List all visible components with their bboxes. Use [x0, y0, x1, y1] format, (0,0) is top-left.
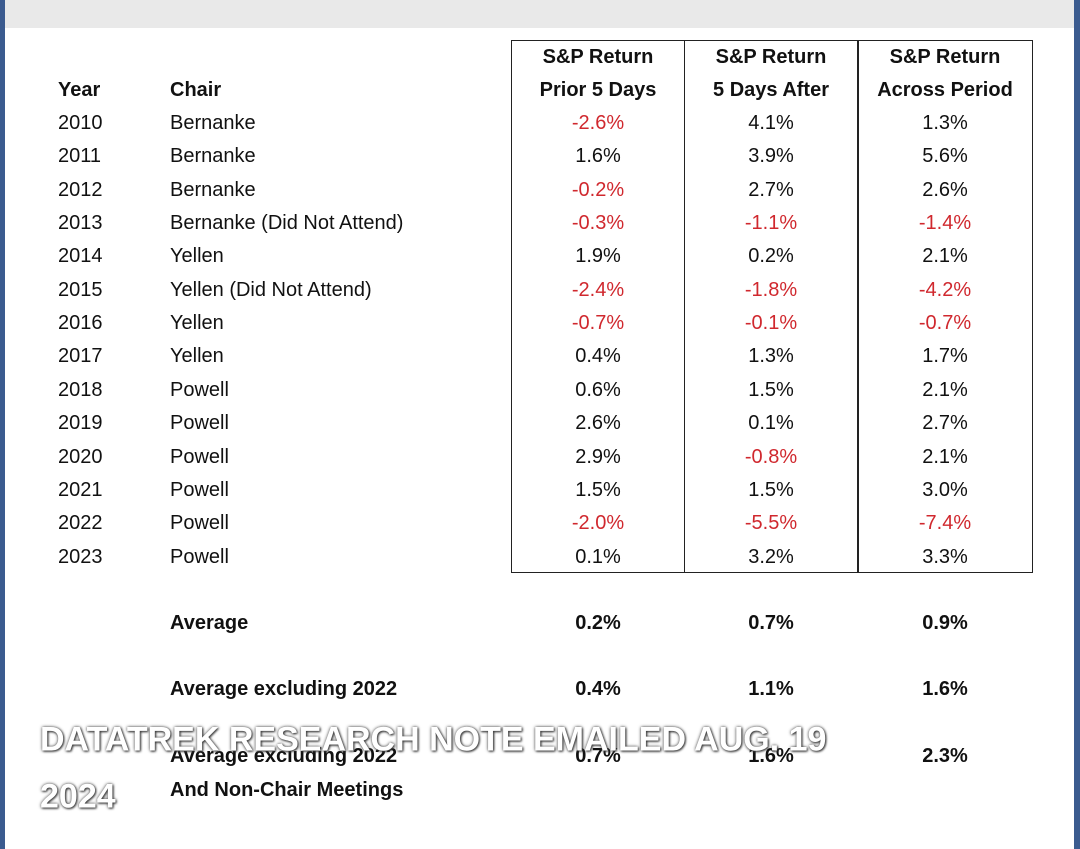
return-cell: -0.7%	[918, 312, 972, 335]
summary-value: 1.1%	[748, 678, 794, 700]
return-cell: 5.6%	[922, 145, 968, 168]
return-cell: 0.2%	[748, 245, 794, 268]
summary-value: 0.4%	[575, 678, 621, 700]
year-cell: 2017	[58, 345, 103, 368]
return-cell: 2.7%	[748, 178, 794, 201]
watermark: DATATREK RESEARCH NOTE EMAILED AUG. 19	[40, 720, 827, 759]
year-cell: 2011	[58, 145, 102, 168]
watermark: 2024	[40, 777, 116, 816]
chair-cell: Powell	[170, 478, 229, 501]
return-cell: 4.1%	[748, 112, 794, 134]
return-cell: -0.2%	[571, 178, 625, 201]
return-cell: -1.4%	[918, 212, 972, 235]
return-cell: -0.7%	[571, 312, 625, 335]
year-cell: 2018	[58, 378, 103, 401]
return-cell: 2.6%	[922, 178, 968, 201]
return-cell: 2.1%	[922, 445, 968, 468]
year-cell: 2016	[58, 312, 103, 335]
return-cell: -0.1%	[744, 312, 798, 335]
return-cell: 3.2%	[748, 545, 794, 568]
chair-cell: Bernanke	[170, 145, 256, 168]
return-cell: -2.4%	[571, 278, 625, 301]
return-cell: 1.9%	[575, 245, 621, 268]
right-edge	[1074, 0, 1080, 849]
chair-cell: Powell	[170, 512, 229, 535]
return-cell: 3.9%	[748, 145, 794, 168]
year-cell: 2013	[58, 212, 103, 235]
summary-value: 1.6%	[748, 745, 794, 767]
year-cell: 2020	[58, 445, 103, 468]
chair-cell: Bernanke (Did Not Attend)	[170, 212, 404, 235]
chair-cell: Yellen	[170, 245, 224, 268]
summary-value: 0.7%	[748, 612, 794, 634]
return-cell: 1.5%	[748, 478, 794, 501]
return-cell: 0.6%	[575, 378, 621, 401]
year-cell: 2019	[58, 412, 103, 435]
column-header: S&P Return	[542, 46, 654, 68]
return-cell: 1.6%	[575, 145, 621, 168]
year-cell: 2023	[58, 545, 103, 568]
return-cell: -2.6%	[571, 112, 625, 134]
chair-cell: Yellen	[170, 312, 224, 335]
column-header: Across Period	[877, 79, 1013, 101]
return-cell: 1.5%	[575, 478, 621, 501]
return-cell: 2.1%	[922, 245, 968, 268]
chair-cell: Powell	[170, 545, 229, 568]
return-cell: 2.6%	[575, 412, 621, 435]
summary-label: Average	[170, 612, 249, 634]
year-cell: 2022	[58, 512, 103, 535]
summary-label: Average excluding 2022	[170, 745, 398, 767]
column-header: Chair	[170, 79, 222, 101]
chair-cell: Yellen (Did Not Attend)	[170, 278, 372, 301]
chair-cell: Powell	[170, 378, 229, 401]
return-cell: -1.1%	[744, 212, 798, 235]
return-cell: 2.9%	[575, 445, 621, 468]
left-edge	[0, 0, 5, 849]
return-cell: 1.5%	[748, 378, 794, 401]
column-header: 5 Days After	[713, 79, 829, 101]
chair-cell: Powell	[170, 445, 229, 468]
summary-label: And Non-Chair Meetings	[170, 779, 404, 801]
return-cell: 3.3%	[922, 545, 968, 568]
return-cell: 2.1%	[922, 378, 968, 401]
return-cell: 0.1%	[575, 545, 621, 568]
return-cell: -0.3%	[571, 212, 625, 235]
year-cell: 2015	[58, 278, 103, 301]
year-cell: 2014	[58, 245, 103, 268]
summary-value: 0.2%	[575, 612, 621, 634]
return-cell: 0.1%	[748, 412, 794, 435]
summary-value: 2.3%	[922, 745, 968, 767]
return-cell: 0.4%	[575, 345, 621, 368]
column-header: Prior 5 Days	[539, 79, 657, 101]
column-header: Year	[58, 79, 101, 101]
return-cell: 1.3%	[748, 345, 794, 368]
return-cell: 1.3%	[922, 112, 968, 134]
column-header: S&P Return	[715, 46, 827, 68]
year-cell: 2012	[58, 178, 103, 201]
return-cell: -1.8%	[744, 278, 798, 301]
return-cell: -7.4%	[918, 512, 972, 535]
summary-value: 0.9%	[922, 612, 968, 634]
return-cell: -4.2%	[918, 278, 972, 301]
chair-cell: Yellen	[170, 345, 224, 368]
year-cell: 2010	[58, 112, 103, 134]
top-band	[0, 0, 1080, 28]
return-cell: -2.0%	[571, 512, 625, 535]
summary-value: 0.7%	[575, 745, 621, 767]
summary-label: Average excluding 2022	[170, 678, 398, 700]
chair-cell: Bernanke	[170, 112, 256, 134]
column-box	[857, 40, 1033, 573]
return-cell: 3.0%	[922, 478, 968, 501]
return-cell: 2.7%	[922, 412, 968, 435]
return-cell: 1.7%	[922, 345, 968, 368]
chair-cell: Bernanke	[170, 178, 256, 201]
return-cell: -5.5%	[744, 512, 798, 535]
summary-value: 1.6%	[922, 678, 968, 700]
year-cell: 2021	[58, 478, 103, 501]
return-cell: -0.8%	[744, 445, 798, 468]
column-box	[684, 40, 859, 573]
chair-cell: Powell	[170, 412, 229, 435]
column-header: S&P Return	[889, 46, 1001, 68]
